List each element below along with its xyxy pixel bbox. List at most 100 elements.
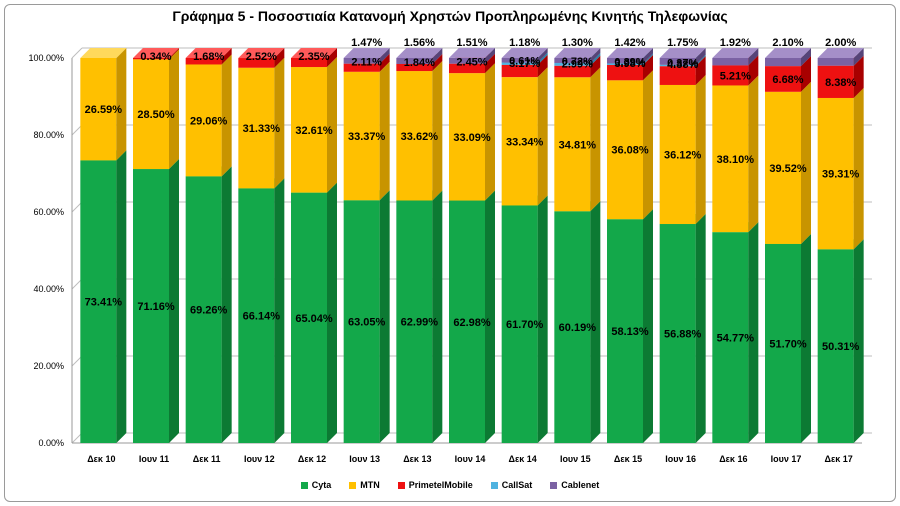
bar-segment-callsat: [554, 62, 591, 66]
legend-swatch: [550, 481, 558, 489]
data-label-mtn: 33.62%: [401, 131, 439, 143]
data-label-primetelmobile: 3.17%: [509, 58, 540, 70]
bar-segment-mtn: [396, 71, 433, 201]
y-tick-label: 80.00%: [33, 130, 64, 140]
bar-segment-cablenet: [607, 58, 643, 64]
bar-side-primetelmobile: [379, 53, 390, 72]
bar-side-callsat: [643, 53, 653, 65]
data-label-cyta: 56.88%: [664, 329, 702, 341]
data-label-primetelmobile: 1.68%: [193, 51, 224, 63]
data-label-cyta: 73.41%: [85, 297, 123, 309]
bar-segment-primetelmobile: [449, 63, 485, 74]
bars: [80, 47, 864, 443]
bar-top-cablenet: [712, 48, 759, 58]
data-label-cablenet: 2.00%: [825, 37, 856, 49]
bar-side-cablenet: [695, 48, 706, 65]
bar-segment-cyta: [449, 200, 485, 443]
bar-segment-mtn: [343, 71, 380, 201]
bar-side-primetelmobile: [748, 55, 759, 86]
bar-segment-primetelmobile: [396, 63, 433, 72]
data-label-cyta: 54.77%: [717, 333, 755, 345]
data-label-cyta: 62.99%: [401, 317, 439, 329]
bar-segment-cablenet: [449, 57, 485, 64]
data-label-mtn: 33.34%: [506, 136, 544, 148]
bar-segment-mtn: [765, 91, 801, 244]
bar-segment-cyta: [712, 232, 749, 443]
bar-side-cablenet: [748, 48, 759, 66]
bar-side-mtn: [327, 57, 337, 193]
data-label-cyta: 58.13%: [611, 326, 649, 338]
bar-side-mtn: [169, 49, 179, 170]
bar-top-cablenet: [817, 48, 864, 58]
bar-segment-mtn: [659, 84, 696, 225]
bar-side-cyta: [643, 209, 653, 443]
bar-segment-mtn: [238, 67, 275, 189]
bar-side-cablenet: [432, 47, 443, 64]
bar-segment-mtn: [133, 59, 169, 170]
bar-top-cablenet: [659, 48, 706, 58]
gridline-depth: [71, 47, 83, 59]
bar-side-mtn: [590, 67, 601, 212]
data-label-primetelmobile: 6.68%: [772, 74, 803, 86]
bar-side-primetelmobile: [643, 54, 653, 81]
data-label-cablenet: 1.75%: [667, 37, 698, 49]
data-label-callsat: 0.61%: [509, 56, 540, 68]
bar-side-callsat: [537, 52, 548, 65]
x-tick-label: Δεκ 13: [403, 454, 431, 464]
bar-side-callsat: [590, 52, 601, 66]
data-label-primetelmobile: 0.34%: [140, 51, 171, 63]
bar-side-mtn: [537, 67, 548, 206]
bar-side-cablenet: [379, 48, 390, 64]
bar-top-cablenet: [449, 47, 495, 58]
bar-top-cablenet: [396, 47, 443, 58]
bar-top-cablenet: [501, 48, 548, 58]
bar-side-cyta: [853, 239, 864, 443]
data-label-mtn: 33.09%: [453, 132, 491, 144]
bar-segment-cyta: [343, 200, 380, 443]
bar-side-primetelmobile: [590, 55, 601, 78]
x-tick-label: Δεκ 17: [825, 454, 853, 464]
data-label-callsat: 0.37%: [667, 58, 698, 70]
data-label-mtn: 29.06%: [190, 115, 228, 127]
x-tick-label: Ιουν 16: [665, 454, 696, 464]
bar-side-cyta: [221, 166, 232, 443]
bar-side-cyta: [748, 222, 759, 443]
bar-side-cyta: [485, 190, 495, 443]
bar-segment-primetelmobile: [343, 63, 380, 72]
data-label-cyta: 51.70%: [769, 338, 807, 350]
data-label-mtn: 36.08%: [611, 145, 649, 157]
data-label-cablenet: 1.30%: [562, 37, 593, 49]
bar-top-cablenet: [554, 47, 601, 58]
bar-side-cablenet: [801, 48, 811, 67]
data-label-mtn: 38.10%: [717, 154, 755, 166]
bar-segment-mtn: [554, 77, 591, 212]
bar-top-primetelmobile: [133, 48, 179, 58]
bar-segment-cyta: [396, 200, 433, 443]
bar-side-mtn: [853, 87, 864, 250]
bar-side-mtn: [748, 75, 759, 233]
bar-segment-callsat: [659, 64, 696, 67]
bar-segment-cablenet: [817, 58, 854, 66]
bar-side-mtn: [432, 61, 443, 201]
x-tick-label: Δεκ 16: [719, 454, 747, 464]
bar-segment-mtn: [501, 77, 538, 206]
bar-top-primetelmobile: [291, 48, 337, 58]
x-tick-label: Ιουν 13: [349, 454, 380, 464]
bar-segment-cyta: [185, 176, 222, 443]
x-tick-label: Δεκ 11: [193, 454, 221, 464]
data-label-cyta: 66.14%: [243, 311, 281, 323]
bar-side-cyta: [801, 233, 811, 443]
bar-segment-mtn: [817, 97, 854, 250]
legend-item-cablenet: Cablenet: [550, 480, 599, 490]
data-label-mtn: 39.31%: [822, 169, 860, 181]
bar-segment-cyta: [291, 192, 327, 443]
bar-side-cyta: [695, 214, 706, 443]
data-label-primetelmobile: 4.88%: [667, 59, 698, 71]
legend-label: Cyta: [311, 480, 332, 490]
bar-segment-primetelmobile: [291, 58, 327, 68]
x-tick-label: Ιουν 15: [560, 454, 591, 464]
bar-segment-cyta: [659, 224, 696, 443]
data-label-primetelmobile: 2.52%: [246, 51, 277, 63]
bar-segment-primetelmobile: [133, 58, 169, 60]
data-label-cablenet: 1.42%: [614, 37, 645, 49]
